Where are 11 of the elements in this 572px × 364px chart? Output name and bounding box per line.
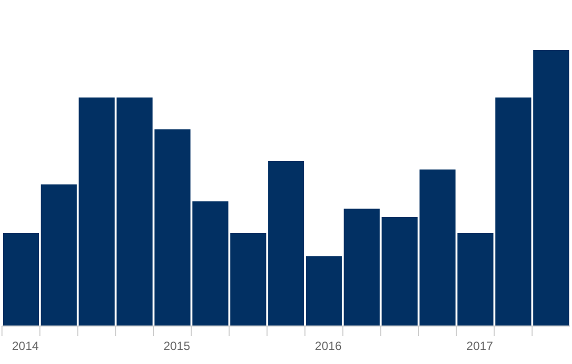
x-tick-label: 2016 — [314, 339, 342, 353]
bar — [306, 256, 342, 326]
bar — [154, 129, 190, 326]
x-tick-label: 2015 — [163, 339, 190, 353]
bar — [420, 170, 456, 326]
bar — [268, 160, 304, 326]
bar — [116, 97, 153, 326]
x-tick-label: 2014 — [12, 339, 40, 353]
x-tick-label: 2017 — [466, 339, 494, 353]
bar — [3, 232, 39, 326]
bar — [457, 232, 494, 326]
